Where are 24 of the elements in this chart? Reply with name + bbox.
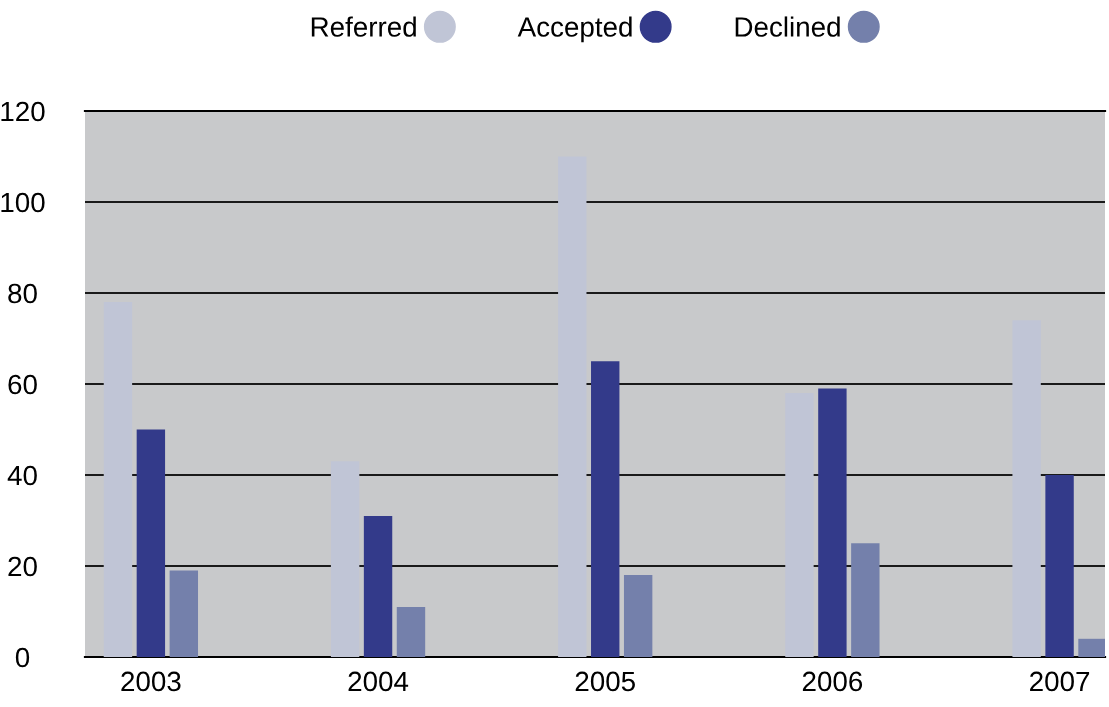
legend-label: Accepted (517, 16, 632, 43)
y-tick-label: 20 (8, 556, 37, 577)
bar (1045, 475, 1074, 657)
x-tick-label: 2004 (348, 671, 409, 692)
x-tick-label: 2007 (1030, 671, 1090, 692)
legend-label: Referred (311, 16, 416, 37)
legend-label: Declined (735, 16, 840, 37)
x-tick-label: 2003 (121, 671, 181, 692)
y-tick-label: 120 (1, 101, 45, 122)
bar (396, 606, 426, 657)
y-tick-label: 80 (8, 283, 37, 304)
bar (818, 388, 847, 657)
y-tick-label: 0 (15, 647, 30, 668)
y-tick-label: 100 (1, 192, 45, 213)
bar (623, 575, 653, 657)
x-tick-label: 2006 (802, 671, 863, 692)
bar (169, 570, 199, 657)
bar (136, 429, 166, 657)
y-tick-label: 60 (8, 374, 37, 395)
bar (591, 361, 620, 657)
bar (851, 543, 880, 657)
y-tick-label: 40 (7, 465, 37, 486)
bar (363, 515, 393, 657)
x-tick-label: 2005 (575, 671, 635, 692)
